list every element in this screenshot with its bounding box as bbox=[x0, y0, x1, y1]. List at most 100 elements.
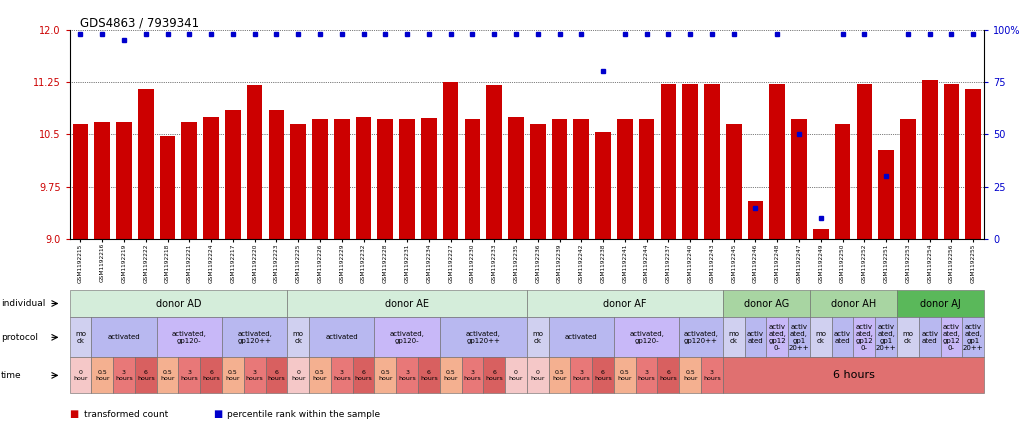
Text: 0.5
hour: 0.5 hour bbox=[95, 370, 109, 381]
Text: activ
ated,
gp12
0-: activ ated, gp12 0- bbox=[855, 324, 874, 351]
Text: mo
ck: mo ck bbox=[532, 331, 543, 344]
Text: donor AF: donor AF bbox=[604, 299, 647, 308]
Text: individual: individual bbox=[1, 299, 45, 308]
Text: activ
ated: activ ated bbox=[834, 331, 851, 344]
Bar bbox=[291, 124, 306, 239]
Bar bbox=[617, 119, 632, 239]
Bar bbox=[312, 119, 327, 239]
Bar bbox=[247, 85, 263, 239]
Text: 3
hours: 3 hours bbox=[116, 370, 133, 381]
Bar bbox=[356, 117, 371, 239]
Text: activated,
gp120++: activated, gp120++ bbox=[465, 331, 500, 344]
Bar bbox=[748, 201, 763, 239]
Text: donor AG: donor AG bbox=[744, 299, 789, 308]
Text: 0.5
hour: 0.5 hour bbox=[226, 370, 240, 381]
Bar bbox=[835, 124, 850, 239]
Text: 0
hour: 0 hour bbox=[74, 370, 88, 381]
Bar bbox=[399, 119, 415, 239]
Bar bbox=[204, 117, 219, 239]
Bar bbox=[726, 124, 742, 239]
Text: mo
ck: mo ck bbox=[815, 331, 827, 344]
Bar bbox=[922, 80, 937, 239]
Text: mo
ck: mo ck bbox=[293, 331, 304, 344]
Text: donor AJ: donor AJ bbox=[921, 299, 961, 308]
Bar bbox=[333, 119, 350, 239]
Text: activated: activated bbox=[107, 334, 140, 341]
Text: activated: activated bbox=[325, 334, 358, 341]
Text: ■: ■ bbox=[213, 409, 222, 419]
Bar bbox=[269, 110, 284, 239]
Text: activated: activated bbox=[565, 334, 597, 341]
Text: 6
hours: 6 hours bbox=[420, 370, 438, 381]
Text: 3
hours: 3 hours bbox=[398, 370, 416, 381]
Text: 6
hours: 6 hours bbox=[137, 370, 154, 381]
Bar bbox=[486, 85, 502, 239]
Text: 3
hours: 3 hours bbox=[180, 370, 198, 381]
Bar bbox=[879, 150, 894, 239]
Text: 0.5
hour: 0.5 hour bbox=[161, 370, 175, 381]
Text: ■: ■ bbox=[70, 409, 79, 419]
Text: 0.5
hour: 0.5 hour bbox=[379, 370, 393, 381]
Text: donor AD: donor AD bbox=[155, 299, 202, 308]
Text: protocol: protocol bbox=[1, 333, 38, 342]
Text: transformed count: transformed count bbox=[84, 409, 168, 419]
Bar bbox=[595, 132, 611, 239]
Text: activated,
gp120-: activated, gp120- bbox=[629, 331, 664, 344]
Text: activ
ated,
gp1
20++: activ ated, gp1 20++ bbox=[876, 324, 896, 351]
Text: activ
ated: activ ated bbox=[747, 331, 764, 344]
Text: 6
hours: 6 hours bbox=[203, 370, 220, 381]
Text: 3
hours: 3 hours bbox=[573, 370, 590, 381]
Text: activ
ated,
gp1
20++: activ ated, gp1 20++ bbox=[789, 324, 809, 351]
Text: activ
ated,
gp12
0-: activ ated, gp12 0- bbox=[942, 324, 961, 351]
Text: 0
hour: 0 hour bbox=[291, 370, 306, 381]
Text: 6
hours: 6 hours bbox=[355, 370, 372, 381]
Text: 0.5
hour: 0.5 hour bbox=[552, 370, 567, 381]
Bar bbox=[682, 84, 698, 239]
Text: donor AE: donor AE bbox=[385, 299, 429, 308]
Text: activated,
gp120++: activated, gp120++ bbox=[237, 331, 272, 344]
Bar bbox=[551, 119, 568, 239]
Text: activ
ated,
gp12
0-: activ ated, gp12 0- bbox=[768, 324, 787, 351]
Bar bbox=[704, 84, 720, 239]
Text: donor AH: donor AH bbox=[831, 299, 876, 308]
Bar bbox=[377, 119, 393, 239]
Bar bbox=[117, 122, 132, 239]
Bar bbox=[791, 119, 807, 239]
Bar bbox=[530, 124, 545, 239]
Bar bbox=[813, 228, 829, 239]
Text: 6
hours: 6 hours bbox=[268, 370, 285, 381]
Text: percentile rank within the sample: percentile rank within the sample bbox=[227, 409, 381, 419]
Bar bbox=[900, 119, 916, 239]
Bar bbox=[966, 89, 981, 239]
Text: 0
hour: 0 hour bbox=[531, 370, 545, 381]
Text: 3
hours: 3 hours bbox=[332, 370, 351, 381]
Text: 3
hours: 3 hours bbox=[463, 370, 481, 381]
Text: 0.5
hour: 0.5 hour bbox=[313, 370, 327, 381]
Text: activated,
gp120++: activated, gp120++ bbox=[683, 331, 718, 344]
Bar bbox=[464, 119, 480, 239]
Text: 6 hours: 6 hours bbox=[833, 371, 875, 380]
Bar bbox=[138, 89, 153, 239]
Text: 6
hours: 6 hours bbox=[594, 370, 612, 381]
Text: activated,
gp120-: activated, gp120- bbox=[390, 331, 425, 344]
Text: time: time bbox=[1, 371, 21, 380]
Bar bbox=[943, 84, 960, 239]
Bar bbox=[856, 84, 873, 239]
Text: activ
ated,
gp1
20++: activ ated, gp1 20++ bbox=[963, 324, 983, 351]
Text: 0.5
hour: 0.5 hour bbox=[618, 370, 632, 381]
Bar bbox=[638, 119, 655, 239]
Bar bbox=[769, 84, 785, 239]
Text: 0.5
hour: 0.5 hour bbox=[683, 370, 698, 381]
Bar bbox=[661, 84, 676, 239]
Text: mo
ck: mo ck bbox=[902, 331, 914, 344]
Text: 3
hours: 3 hours bbox=[246, 370, 264, 381]
Text: activ
ated: activ ated bbox=[921, 331, 938, 344]
Bar bbox=[443, 82, 458, 239]
Bar bbox=[73, 124, 88, 239]
Text: activated,
gp120-: activated, gp120- bbox=[172, 331, 207, 344]
Text: mo
ck: mo ck bbox=[728, 331, 740, 344]
Text: 6
hours: 6 hours bbox=[660, 370, 677, 381]
Text: 0
hour: 0 hour bbox=[508, 370, 523, 381]
Text: 3
hours: 3 hours bbox=[703, 370, 721, 381]
Text: 6
hours: 6 hours bbox=[485, 370, 503, 381]
